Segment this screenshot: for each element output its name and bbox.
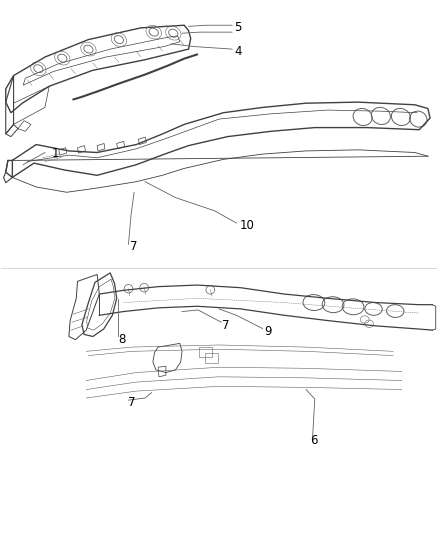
Text: 8: 8 [118, 333, 125, 345]
Text: 7: 7 [127, 396, 135, 409]
Text: 7: 7 [130, 240, 137, 253]
Text: 7: 7 [223, 319, 230, 333]
Text: 1: 1 [51, 147, 59, 160]
Text: 4: 4 [234, 45, 242, 58]
Text: 10: 10 [240, 219, 255, 232]
Text: 9: 9 [264, 325, 271, 338]
Bar [199, 347, 212, 357]
Text: 6: 6 [311, 434, 318, 447]
Bar [205, 353, 218, 363]
Text: 5: 5 [234, 21, 242, 34]
